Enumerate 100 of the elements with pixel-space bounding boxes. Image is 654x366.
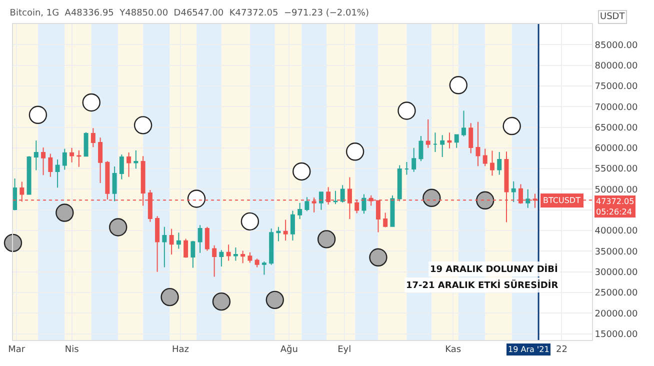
annotation: 17-21 ARALIK ETKİ SÜRESİDİR (406, 279, 558, 291)
candlestick (333, 190, 338, 205)
candlestick (526, 188, 530, 208)
point (160, 288, 179, 306)
point (449, 76, 468, 94)
candlestick (290, 210, 295, 241)
candlestick (476, 121, 480, 167)
candlestick (397, 164, 402, 202)
point (109, 218, 128, 236)
candlestick (283, 219, 288, 241)
candlestick (84, 132, 88, 158)
candlestick (276, 226, 281, 242)
point (476, 191, 494, 210)
candlestick (440, 134, 445, 158)
point (82, 93, 100, 112)
candlestick (204, 226, 210, 252)
y-tick-label: 30000.00 (594, 268, 638, 278)
y-tick-label: 85000.00 (594, 40, 638, 51)
annotation: 19 ARALIK DOLUNAY DİBİ (430, 263, 558, 275)
candlestick (490, 150, 494, 176)
y-axis-title: USDT (600, 12, 626, 22)
point (134, 116, 152, 134)
candlestick (112, 166, 117, 202)
candlestick (432, 132, 438, 153)
candlestick (162, 226, 167, 268)
candlestick (169, 228, 174, 255)
candlestick (76, 150, 82, 168)
candlestick (55, 158, 60, 188)
candlestick (212, 244, 217, 278)
point (28, 106, 48, 124)
candlestick (454, 134, 459, 148)
candlestick (340, 184, 345, 203)
x-tick-label: Eyl (338, 344, 352, 355)
candlestick (404, 161, 409, 176)
y-tick-label: 20000.00 (594, 309, 638, 320)
candlestick (390, 194, 395, 228)
y-tick-label: 35000.00 (594, 247, 638, 258)
candlestick (184, 238, 188, 258)
candlestick (262, 261, 266, 276)
ref-line-label: 19 Ara '21 (508, 345, 550, 354)
candlestick (482, 148, 488, 167)
y-tick-label: 50000.00 (594, 185, 638, 196)
candlestick (497, 152, 502, 176)
candlestick (447, 132, 452, 149)
candlestick (155, 216, 160, 272)
candlestick (233, 246, 238, 262)
candlestick (190, 240, 196, 268)
candlestick (198, 224, 202, 254)
point (240, 212, 260, 231)
point (317, 230, 336, 248)
y-tick-label: 80000.00 (594, 61, 638, 72)
candlestick (412, 147, 416, 172)
candlestick (134, 150, 138, 170)
candlestick (26, 156, 32, 196)
point (422, 188, 441, 207)
candlestick (418, 135, 424, 162)
ref-line-label: 47372.05 (596, 197, 634, 206)
point (266, 290, 284, 310)
x-tick-label: 22 (556, 344, 568, 355)
candlestick (41, 147, 46, 176)
candlestick (176, 232, 181, 250)
candlestick (248, 252, 252, 264)
candlestick (304, 196, 310, 212)
candlestick (426, 118, 430, 148)
text: 05:26:24 (596, 207, 632, 216)
chart-title: Bitcoin, 1G A48336.95 Y48850.00 D46547.00 K47372.05 −971.23 (−2.01%) (10, 8, 370, 18)
candlestick (254, 258, 260, 268)
y-tick-label: 75000.00 (594, 82, 638, 92)
point (369, 248, 388, 266)
candlestick (126, 152, 132, 178)
y-tick-label: 55000.00 (594, 164, 638, 175)
point (346, 142, 364, 161)
candlestick (62, 148, 67, 170)
candlestick (13, 178, 18, 211)
candlestick (461, 110, 466, 137)
y-tick-label: 60000.00 (594, 144, 638, 154)
point (4, 234, 22, 252)
candlestick (98, 137, 103, 184)
candlestick (226, 244, 231, 262)
x-tick-label: Haz (172, 344, 190, 355)
point (212, 292, 231, 311)
point (56, 204, 74, 222)
candlestick (362, 194, 366, 214)
y-tick-label: 15000.00 (594, 330, 638, 340)
candlestick (318, 191, 324, 210)
y-tick-label: 40000.00 (594, 226, 638, 237)
candlestick (105, 160, 110, 200)
x-tick-label: Kas (445, 344, 462, 355)
candlestick (70, 147, 74, 163)
candlestick (48, 153, 53, 178)
candlestick (269, 228, 274, 266)
x-tick-label: Mar (8, 344, 26, 355)
point (187, 190, 206, 208)
y-tick-label: 25000.00 (594, 288, 638, 299)
candlestick (90, 128, 96, 148)
x-tick-label: Nis (64, 344, 80, 355)
annotation: BTCUSDT (543, 196, 581, 205)
candlestick (34, 140, 38, 171)
point (502, 116, 521, 136)
point (398, 102, 416, 120)
